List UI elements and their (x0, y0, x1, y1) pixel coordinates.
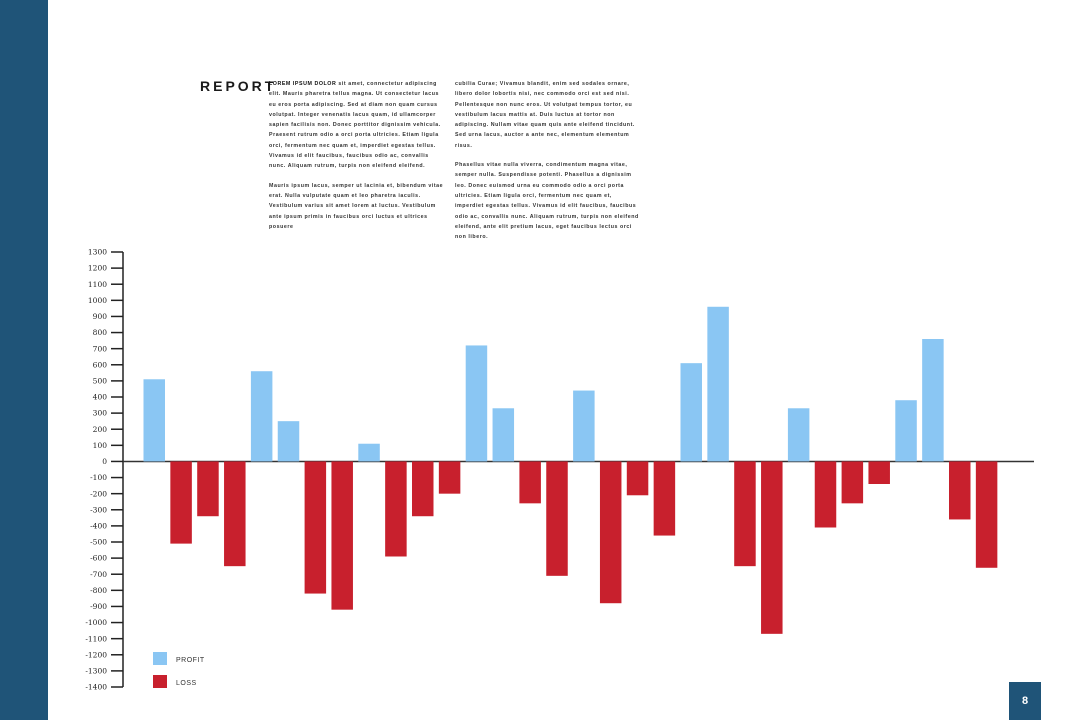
y-tick-label: 1000 (88, 296, 107, 305)
loss-bar (761, 461, 783, 634)
loss-bar (975, 461, 998, 568)
legend-label-loss: LOSS (176, 680, 197, 687)
loss-bar (304, 461, 327, 594)
loss-bar (412, 461, 434, 517)
side-band (0, 0, 48, 720)
y-tick-label: 300 (93, 409, 108, 418)
y-tick-label: 400 (93, 393, 108, 402)
profit-bar (250, 371, 273, 462)
y-tick-label: 1100 (88, 280, 107, 289)
loss-bar (868, 461, 890, 484)
profit-bar (277, 421, 300, 462)
paragraph-text: sit amet, connectetur adipiscing elit. M… (269, 81, 441, 170)
y-tick-label: -300 (90, 505, 107, 514)
y-tick-label: 800 (93, 328, 108, 337)
loss-bar (653, 461, 676, 536)
y-tick-label: -700 (90, 570, 107, 579)
y-tick-label: -200 (90, 489, 107, 498)
y-tick-label: 200 (93, 425, 108, 434)
y-tick-label: 1200 (88, 264, 107, 273)
y-tick-label: -800 (90, 586, 107, 595)
report-title: REPORT (200, 78, 277, 94)
y-tick-label: -1100 (85, 634, 107, 643)
loss-bar (626, 461, 649, 496)
loss-bar (438, 461, 461, 494)
chart-bars (143, 306, 998, 634)
chart-legend: PROFIT LOSS (153, 652, 205, 688)
loss-bar (385, 461, 407, 557)
loss-bar (599, 461, 622, 604)
y-tick-label: -900 (90, 602, 107, 611)
column-1-paragraph-1: LOREM IPSUM DOLOR sit amet, connectetur … (269, 79, 447, 172)
loss-bar (224, 461, 246, 567)
legend-swatch-loss (153, 675, 167, 688)
loss-bar (546, 461, 568, 576)
loss-bar (519, 461, 541, 504)
report-column-2: cubilia Curae; Vivamus blandit, enim sed… (455, 79, 641, 251)
profit-bar (465, 345, 488, 462)
profit-bar (358, 443, 380, 462)
y-tick-label: -400 (90, 521, 107, 530)
profit-bar (680, 363, 702, 462)
loss-bar (197, 461, 219, 517)
y-tick-label: 0 (102, 457, 107, 466)
y-tick-label: -1000 (85, 618, 107, 627)
y-tick-label: -1400 (85, 683, 107, 692)
paragraph-text: Phasellus vitae nulla viverra, condiment… (455, 162, 639, 241)
loss-bar (170, 461, 192, 544)
report-column-1: LOREM IPSUM DOLOR sit amet, connectetur … (269, 79, 447, 241)
profit-bar (143, 379, 165, 462)
y-tick-label: -100 (90, 473, 107, 482)
page-number-badge: 8 (1009, 682, 1041, 720)
y-tick-label: 900 (93, 312, 108, 321)
loss-bar (949, 461, 971, 520)
paragraph-text: cubilia Curae; Vivamus blandit, enim sed… (455, 81, 635, 149)
paragraph-text: Mauris ipsum lacus, semper ut lacinia et… (269, 182, 444, 230)
paragraph-lead: LOREM IPSUM DOLOR (269, 81, 337, 87)
loss-bar (841, 461, 864, 504)
y-tick-label: -1200 (85, 650, 107, 659)
loss-bar (331, 461, 353, 610)
profit-bar (922, 339, 944, 462)
profit-bar (573, 390, 595, 462)
y-tick-label: 100 (93, 441, 108, 450)
profit-bar (492, 408, 515, 462)
y-tick-label: -600 (90, 554, 107, 563)
y-tick-label: 1300 (88, 248, 107, 257)
profit-bar (707, 306, 729, 462)
y-tick-label: -1300 (85, 666, 107, 675)
y-tick-label: 700 (93, 344, 108, 353)
legend-label-profit: PROFIT (176, 657, 205, 664)
y-tick-label: 500 (93, 376, 108, 385)
column-1-paragraph-2: Mauris ipsum lacus, semper ut lacinia et… (269, 181, 447, 232)
column-2-paragraph-2: Phasellus vitae nulla viverra, condiment… (455, 160, 641, 242)
legend-swatch-profit (153, 652, 167, 665)
loss-bar (814, 461, 837, 528)
column-2-paragraph-1: cubilia Curae; Vivamus blandit, enim sed… (455, 79, 641, 151)
y-tick-label: 600 (93, 360, 108, 369)
loss-bar (734, 461, 756, 567)
profit-bar (787, 408, 810, 462)
profit-bar (895, 400, 917, 462)
y-tick-label: -500 (90, 538, 107, 547)
